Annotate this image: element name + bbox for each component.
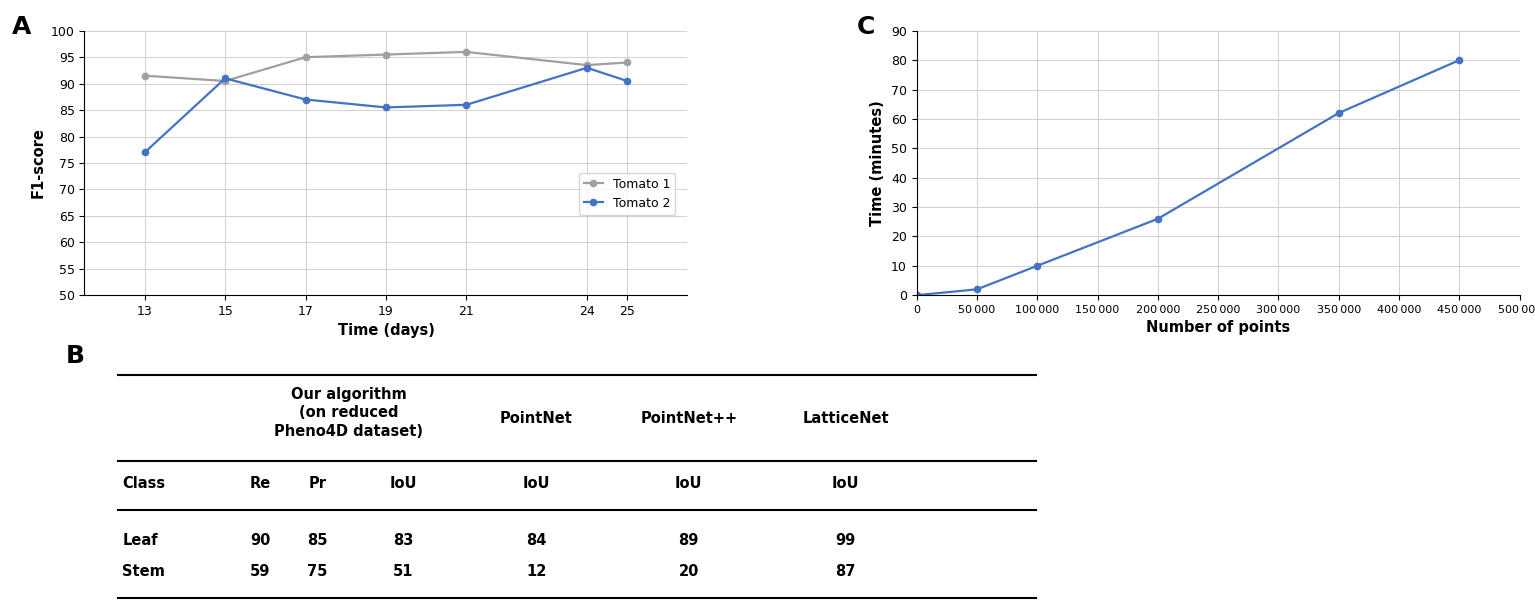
Tomato 2 [296,96,315,103]
Text: 75: 75 [307,564,328,579]
Text: 12: 12 [527,564,546,579]
Text: IoU: IoU [523,477,550,491]
Line: Tomato 1: Tomato 1 [141,49,631,84]
Tomato 2 [135,149,154,156]
Tomato 2 [376,104,394,111]
Text: Our algorithm
(on reduced
Pheno4D dataset): Our algorithm (on reduced Pheno4D datase… [275,387,424,439]
Tomato 1 [216,77,235,85]
Text: A: A [12,15,31,39]
X-axis label: Number of points: Number of points [1147,320,1291,335]
Text: B: B [66,344,84,368]
Tomato 2 [619,77,637,85]
Y-axis label: F1-score: F1-score [31,127,45,199]
Text: 89: 89 [678,533,698,548]
Text: IoU: IoU [675,477,703,491]
Y-axis label: Time (minutes): Time (minutes) [870,100,886,226]
Text: 99: 99 [835,533,857,548]
Text: Stem: Stem [123,564,166,579]
Legend: Tomato 1, Tomato 2: Tomato 1, Tomato 2 [579,173,675,215]
Tomato 1 [619,59,637,66]
Text: 87: 87 [835,564,857,579]
Tomato 1 [457,48,476,55]
Text: Leaf: Leaf [123,533,158,548]
Text: LatticeNet: LatticeNet [803,411,889,426]
Line: Tomato 2: Tomato 2 [141,65,631,156]
Text: Class: Class [123,477,166,491]
Text: 51: 51 [393,564,413,579]
Text: IoU: IoU [832,477,860,491]
Tomato 1 [577,62,596,69]
Text: Pr: Pr [309,477,327,491]
Text: 83: 83 [393,533,413,548]
Text: Re: Re [250,477,272,491]
Tomato 1 [296,54,315,61]
Text: PointNet++: PointNet++ [640,411,737,426]
X-axis label: Time (days): Time (days) [338,323,434,338]
Text: 84: 84 [527,533,546,548]
Text: 59: 59 [250,564,270,579]
Tomato 1 [135,72,154,79]
Text: PointNet: PointNet [500,411,573,426]
Tomato 2 [577,64,596,71]
Text: 85: 85 [307,533,328,548]
Text: IoU: IoU [390,477,418,491]
Text: 90: 90 [250,533,270,548]
Tomato 1 [376,51,394,58]
Text: 20: 20 [678,564,698,579]
Tomato 2 [457,101,476,108]
Text: C: C [857,15,875,39]
Tomato 2 [216,74,235,82]
